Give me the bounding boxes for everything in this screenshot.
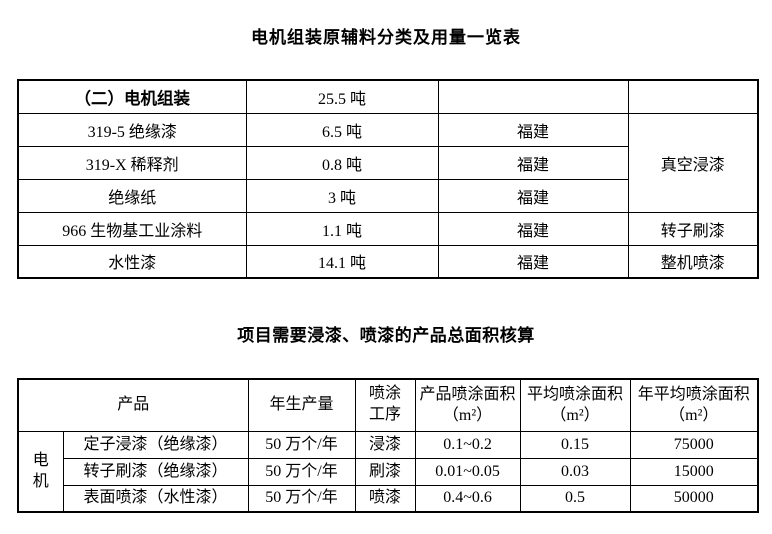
annual-area-cell: 50000 [629,484,759,513]
table-row: 319-X 稀释剂 0.8 吨 福建 [17,145,758,180]
table-row: 绝缘纸 3 吨 福建 [17,178,758,213]
output-cell: 50 万个/年 [247,457,356,486]
amount-cell: 14.1 吨 [245,244,439,279]
spray-process-header: 喷涂工序 [354,378,416,432]
material-name-cell: 319-X 稀释剂 [17,145,247,180]
process-cell: 喷漆 [354,484,416,513]
annual-avg-spray-area-header: 年平均喷涂面积（m²） [629,378,759,432]
annual-area-cell: 75000 [629,430,759,459]
amount-cell: 25.5 吨 [245,79,439,114]
header-row: 产品 年生产量 喷涂工序 产品喷涂面积（m²） 平均喷涂面积（m²） 年平均喷涂… [17,378,759,432]
product-group-label: 电机 [32,451,49,491]
table-row: 966 生物基工业涂料 1.1 吨 福建 转子刷漆 [17,211,759,246]
origin-cell [437,79,629,114]
product-cell: 定子浸漆（绝缘漆） [62,430,249,459]
area-table-title: 项目需要浸漆、喷漆的产品总面积核算 [237,326,535,345]
annual-output-header: 年生产量 [247,378,356,432]
table-row: 电机 定子浸漆（绝缘漆） 50 万个/年 浸漆 0.1~0.2 0.15 750… [17,430,759,513]
area-range-cell: 0.01~0.05 [414,457,521,486]
avg-area-cell: 0.5 [519,484,631,513]
material-name-cell: 319-5 绝缘漆 [17,112,247,147]
product-spray-area-header: 产品喷涂面积（m²） [414,378,521,432]
origin-cell: 福建 [437,145,629,180]
process-cell [627,79,759,114]
area-range-cell: 0.1~0.2 [414,430,521,459]
origin-cell: 福建 [437,178,629,213]
table-row: （二）电机组装 25.5 吨 [17,79,759,114]
origin-cell: 福建 [437,211,629,246]
table-row: 转子刷漆（绝缘漆） 50 万个/年 刷漆 0.01~0.05 0.03 1500… [18,457,759,486]
material-name-cell: 绝缘纸 [17,178,247,213]
product-cell: 转子刷漆（绝缘漆） [62,457,249,486]
amount-cell: 0.8 吨 [245,145,439,180]
product-group-cell: 电机 [17,430,64,513]
process-cell: 刷漆 [354,457,416,486]
area-range-cell: 0.4~0.6 [414,484,521,513]
amount-cell: 1.1 吨 [245,211,439,246]
product-header: 产品 [17,378,249,432]
material-name-cell: 水性漆 [17,244,247,279]
material-name-cell: （二）电机组装 [17,79,247,114]
process-cell: 转子刷漆 [627,211,759,246]
avg-spray-area-header: 平均喷涂面积（m²） [519,378,631,432]
amount-cell: 6.5 吨 [245,112,439,147]
origin-cell: 福建 [437,112,629,147]
materials-table: （二）电机组装 25.5 吨 319-5 绝缘漆 6.5 吨 福建 真空浸漆 3… [17,79,759,279]
spray-process-header-text: 喷涂工序 [369,385,402,424]
material-name-cell: 966 生物基工业涂料 [17,211,247,246]
table-row: 319-5 绝缘漆 6.5 吨 福建 真空浸漆 [17,112,759,213]
amount-cell: 3 吨 [245,178,439,213]
output-cell: 50 万个/年 [247,484,356,513]
table-row: 表面喷漆（水性漆） 50 万个/年 喷漆 0.4~0.6 0.5 50000 [18,484,759,513]
process-cell: 整机喷漆 [627,244,759,279]
table-row: 水性漆 14.1 吨 福建 整机喷漆 [17,244,759,279]
process-cell-merged: 真空浸漆 [627,112,759,213]
output-cell: 50 万个/年 [247,430,356,459]
annual-area-cell: 15000 [629,457,759,486]
spray-area-table: 产品 年生产量 喷涂工序 产品喷涂面积（m²） 平均喷涂面积（m²） 年平均喷涂… [17,378,760,513]
process-cell: 浸漆 [354,430,416,459]
avg-area-cell: 0.03 [519,457,631,486]
materials-table-title: 电机组装原辅料分类及用量一览表 [251,28,521,47]
origin-cell: 福建 [437,244,629,279]
avg-area-cell: 0.15 [519,430,631,459]
product-cell: 表面喷漆（水性漆） [62,484,249,513]
